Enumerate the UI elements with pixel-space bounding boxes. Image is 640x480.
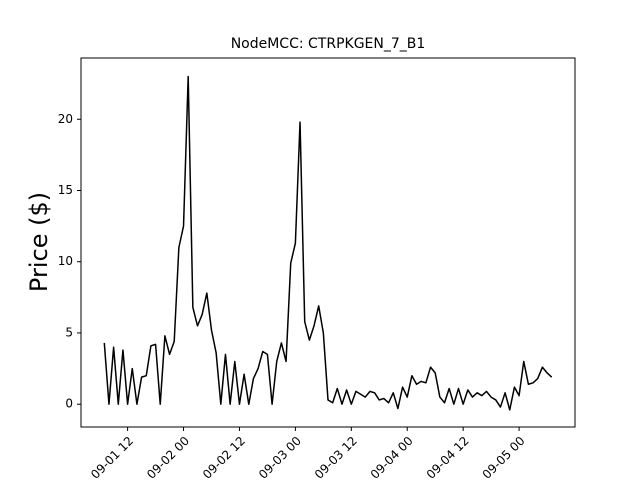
y-tick-label: 20 (58, 112, 73, 126)
y-tick-label: 10 (58, 254, 73, 268)
x-tick-label: 09-03 12 (312, 434, 360, 480)
plot-frame (80, 57, 576, 428)
chart-title: NodeMCC: CTRPKGEN_7_B1 (231, 36, 426, 52)
y-tick-label: 5 (65, 325, 73, 339)
y-tick-label: 15 (58, 183, 73, 197)
x-tick-label: 09-05 00 (480, 434, 528, 480)
x-tick-label: 09-01 12 (88, 434, 136, 480)
y-axis-label: Price ($) (25, 192, 53, 292)
price-line (103, 75, 553, 411)
x-tick-label: 09-04 00 (368, 434, 416, 480)
x-tick-label: 09-02 00 (144, 434, 192, 480)
x-tick-label: 09-04 12 (424, 434, 472, 480)
y-tick-label: 0 (65, 397, 73, 411)
x-tick-label: 09-03 00 (256, 434, 304, 480)
x-tick-label: 09-02 12 (200, 434, 248, 480)
